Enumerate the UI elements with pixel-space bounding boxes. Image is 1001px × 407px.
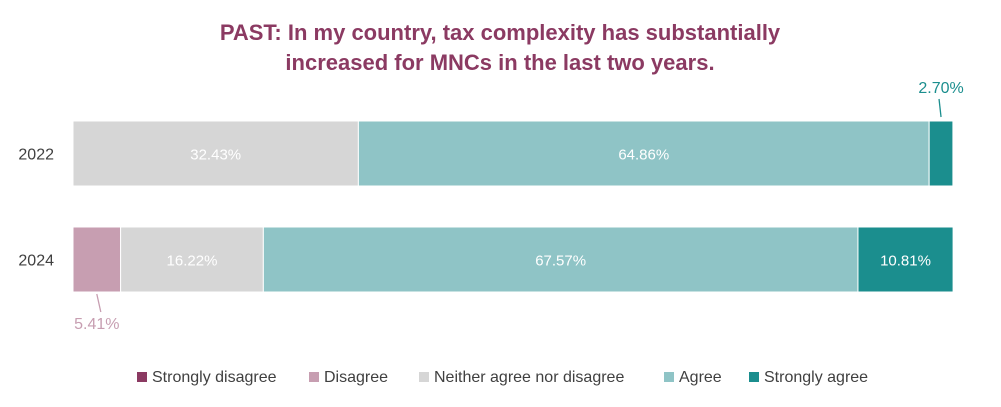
bar-2024-neither-agree-nor-disagree (120, 226, 264, 293)
data-label-2022-agree: 64.86% (618, 147, 669, 164)
callout-line-2022-strongly-agree (938, 98, 942, 118)
legend-item-disagree: Disagree (309, 369, 388, 386)
legend-item-agree: Agree (664, 369, 722, 386)
bar-2022-neither-agree-nor-disagree (72, 120, 359, 187)
data-label-2022-strongly-agree: 2.70% (918, 80, 963, 97)
legend-swatch-disagree (309, 372, 319, 382)
bars-group (72, 120, 954, 293)
legend-label-strongly-agree: Strongly agree (764, 369, 868, 386)
bar-2024-strongly-agree (857, 226, 954, 293)
bar-2022-strongly-agree (928, 120, 954, 187)
legend-swatch-agree (664, 372, 674, 382)
legend-item-strongly-agree: Strongly agree (749, 369, 868, 386)
callout-line-2024-disagree (96, 293, 102, 313)
labels-group: 2022 32.43% 64.86% 2.70% 2024 5.41% 16.22% 67.5… (18, 80, 963, 333)
bar-2024-disagree (72, 226, 122, 293)
legend-swatch-strongly-disagree (137, 372, 147, 382)
legend-label-agree: Agree (679, 369, 722, 386)
legend-swatch-neither-agree-nor-disagree (419, 372, 429, 382)
legend: Strongly disagree Disagree Neither agree n… (137, 369, 868, 386)
data-label-2024-agree: 67.57% (535, 253, 586, 270)
chart-title: PAST: In my country, tax complexity has … (220, 20, 781, 75)
legend-label-strongly-disagree: Strongly disagree (152, 369, 277, 386)
legend-item-neither-agree-nor-disagree: Neither agree nor disagree (419, 369, 624, 386)
category-label-2024: 2024 (18, 253, 54, 270)
bar-2022-agree (357, 120, 930, 187)
legend-item-strongly-disagree: Strongly disagree (137, 369, 277, 386)
data-label-2024-neither-agree-nor-disagree: 16.22% (167, 253, 218, 270)
data-label-2024-strongly-agree: 10.81% (880, 253, 931, 270)
legend-swatch-strongly-agree (749, 372, 759, 382)
data-label-2024-disagree: 5.41% (74, 316, 119, 333)
chart-title-line-1: PAST: In my country, tax complexity has … (220, 20, 781, 45)
legend-label-disagree: Disagree (324, 369, 388, 386)
data-label-2022-neither-agree-nor-disagree: 32.43% (190, 147, 241, 164)
category-label-2022: 2022 (18, 147, 54, 164)
bar-2024-agree (262, 226, 859, 293)
chart-title-line-2: increased for MNCs in the last two years… (285, 50, 714, 75)
legend-label-neither-agree-nor-disagree: Neither agree nor disagree (434, 369, 624, 386)
